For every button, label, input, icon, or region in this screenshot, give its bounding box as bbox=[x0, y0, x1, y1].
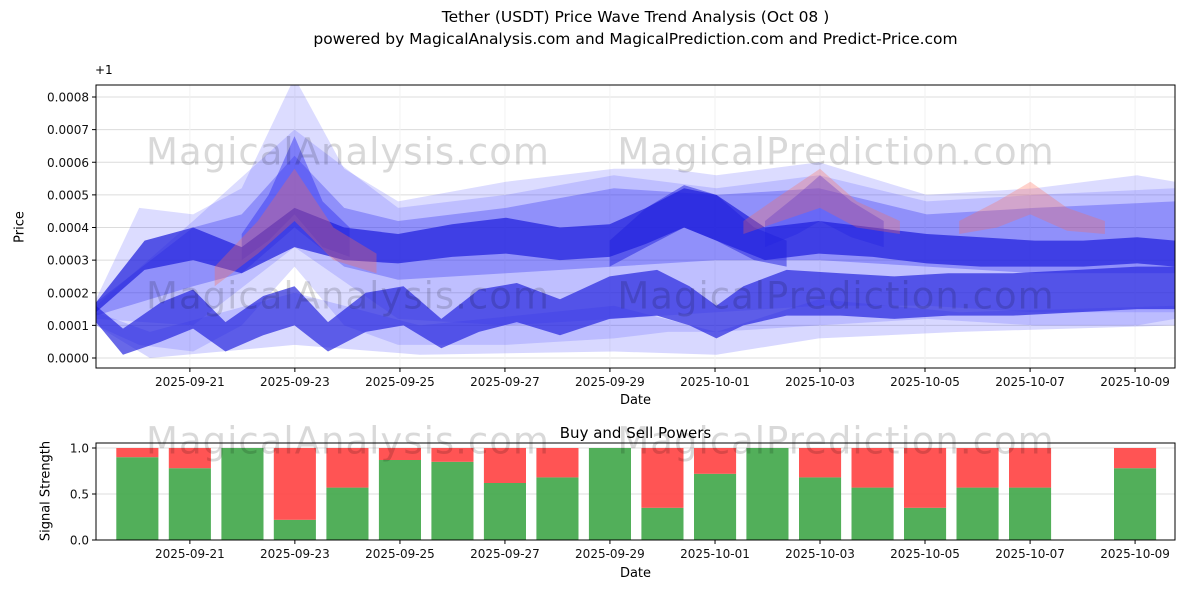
price-xtick-label: 2025-09-27 bbox=[470, 375, 540, 389]
power-xtick-label: 2025-10-01 bbox=[680, 547, 750, 561]
price-xtick-label: 2025-10-07 bbox=[995, 375, 1065, 389]
sell-bar bbox=[956, 448, 999, 488]
sell-bar bbox=[431, 448, 474, 462]
price-band-spike-1007-red bbox=[959, 181, 1105, 234]
price-ytick-label: 0.0007 bbox=[47, 123, 89, 137]
buy-bar bbox=[116, 457, 159, 540]
power-xtick-label: 2025-09-23 bbox=[260, 547, 330, 561]
price-ytick-label: 0.0004 bbox=[47, 221, 89, 235]
buy-bar bbox=[799, 477, 842, 540]
price-xtick-label: 2025-09-21 bbox=[155, 375, 225, 389]
sell-bar bbox=[1114, 448, 1157, 469]
price-ytick-label: 0.0008 bbox=[47, 91, 89, 105]
price-xtick-label: 2025-10-09 bbox=[1100, 375, 1170, 389]
figure-subtitle: powered by MagicalAnalysis.com and Magic… bbox=[313, 30, 958, 48]
buy-bar bbox=[326, 487, 369, 540]
sell-bar bbox=[851, 448, 894, 488]
power-ytick-label: 0.0 bbox=[70, 534, 89, 548]
sell-bar bbox=[483, 448, 526, 483]
price-xtick-label: 2025-09-29 bbox=[575, 375, 645, 389]
price-band-lower-dark bbox=[96, 266, 1175, 355]
buy-bar bbox=[956, 487, 999, 540]
buy-bar bbox=[1009, 487, 1052, 540]
price-ytick-label: 0.0005 bbox=[47, 188, 89, 202]
power-xtick-label: 2025-09-21 bbox=[155, 547, 225, 561]
buy-bar bbox=[904, 507, 947, 540]
power-xtick-label: 2025-10-03 bbox=[785, 547, 855, 561]
figure-title: Tether (USDT) Price Wave Trend Analysis … bbox=[441, 8, 830, 26]
buy-bar bbox=[641, 507, 684, 540]
price-ytick-label: 0.0000 bbox=[47, 352, 89, 366]
buy-bar bbox=[1114, 468, 1157, 540]
buy-bar bbox=[273, 519, 316, 540]
buy-bar bbox=[483, 483, 526, 540]
power-chart-title: Buy and Sell Powers bbox=[559, 424, 712, 442]
price-ytick-label: 0.0003 bbox=[47, 254, 89, 268]
price-xtick-label: 2025-10-03 bbox=[785, 375, 855, 389]
price-band-spike-1003-red bbox=[743, 168, 900, 234]
price-ylabel: Price bbox=[12, 211, 28, 243]
buy-bar bbox=[221, 448, 264, 540]
price-band-spike-0923-red bbox=[214, 168, 377, 287]
power-plot-border bbox=[95, 442, 1176, 541]
price-xtick-label: 2025-10-05 bbox=[890, 375, 960, 389]
price-ytick-label: 0.0006 bbox=[47, 156, 89, 170]
power-xtick-label: 2025-10-09 bbox=[1100, 547, 1170, 561]
power-xlabel: Date bbox=[619, 566, 652, 581]
sell-bar bbox=[536, 448, 579, 478]
buy-bar bbox=[746, 448, 789, 540]
price-band-core bbox=[96, 188, 1175, 313]
buy-bar bbox=[694, 473, 737, 540]
sell-bar bbox=[904, 448, 947, 508]
buy-bar bbox=[588, 448, 631, 540]
price-xtick-label: 2025-10-01 bbox=[680, 375, 750, 389]
price-ytick-label: 0.0002 bbox=[47, 286, 89, 300]
price-xtick-label: 2025-09-23 bbox=[260, 375, 330, 389]
power-xtick-label: 2025-09-27 bbox=[470, 547, 540, 561]
buy-bar bbox=[431, 461, 474, 540]
power-ytick-label: 1.0 bbox=[70, 442, 89, 456]
sell-bar bbox=[168, 448, 211, 469]
sell-bar bbox=[641, 448, 684, 508]
power-xtick-label: 2025-10-05 bbox=[890, 547, 960, 561]
power-xtick-label: 2025-09-25 bbox=[365, 547, 435, 561]
buy-bar bbox=[536, 477, 579, 540]
price-band-hump-0930 bbox=[609, 185, 787, 267]
price-ytick-label: 0.0001 bbox=[47, 319, 89, 333]
buy-bar bbox=[378, 460, 421, 540]
buy-bar bbox=[851, 487, 894, 540]
power-xtick-label: 2025-10-07 bbox=[995, 547, 1065, 561]
sell-bar bbox=[326, 448, 369, 488]
price-band-layer bbox=[96, 85, 1175, 358]
price-xtick-label: 2025-09-25 bbox=[365, 375, 435, 389]
sell-bar bbox=[694, 448, 737, 474]
sell-bar bbox=[799, 448, 842, 478]
sell-bar bbox=[378, 448, 421, 460]
price-plot-border bbox=[95, 84, 1176, 369]
sell-bar bbox=[1009, 448, 1052, 488]
price-axis-offset-label: +1 bbox=[95, 63, 113, 77]
power-ylabel: Signal Strength bbox=[38, 440, 54, 542]
power-ytick-label: 0.5 bbox=[70, 488, 89, 502]
sell-bar bbox=[116, 448, 159, 458]
sell-bar bbox=[273, 448, 316, 520]
price-xlabel: Date bbox=[619, 393, 652, 408]
buy-bar bbox=[168, 468, 211, 540]
power-xtick-label: 2025-09-29 bbox=[575, 547, 645, 561]
